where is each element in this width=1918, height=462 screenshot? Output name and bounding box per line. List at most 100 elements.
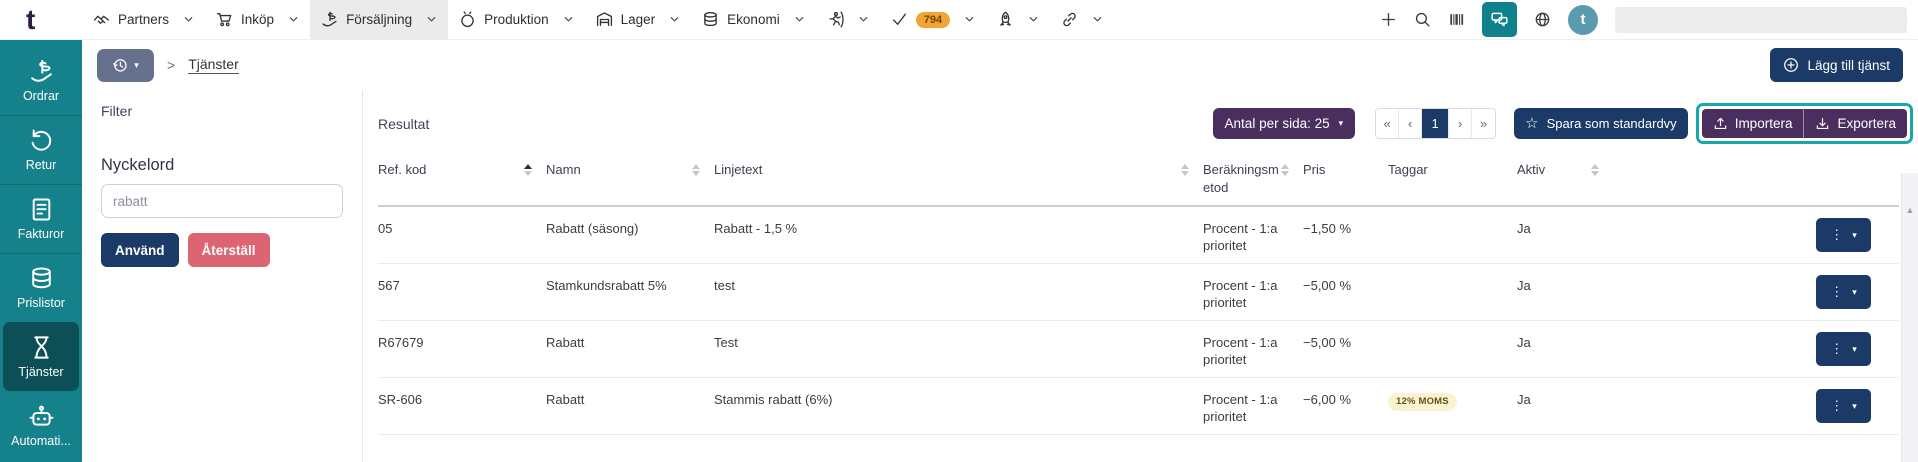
cell-aktiv: Ja	[1517, 221, 1531, 237]
chevron-down-icon[interactable]	[183, 14, 194, 25]
save-default-view-button[interactable]: ☆ Spara som standardvy	[1514, 108, 1688, 139]
sort-toggle-icon[interactable]	[1281, 164, 1289, 176]
globe-icon[interactable]	[1534, 11, 1551, 28]
sort-toggle-icon[interactable]	[524, 164, 532, 176]
results-header: Resultat Antal per sida: 25 ▾ « ‹ 1 › »	[378, 103, 1913, 144]
column-header-3[interactable]: Linjetext	[714, 161, 1203, 196]
cell-linjetext: Test	[714, 335, 738, 351]
sort-toggle-icon[interactable]	[692, 164, 700, 176]
pagination-next[interactable]: ›	[1449, 109, 1473, 138]
cell-taggar: 12% MOMS	[1388, 378, 1517, 434]
export-button[interactable]: Exportera	[1803, 109, 1907, 138]
kebab-menu-icon: ⋮	[1830, 398, 1844, 414]
scroll-up-icon: ▲	[1905, 205, 1915, 215]
nav-badge: 794	[915, 11, 951, 28]
chevron-down-icon[interactable]	[288, 14, 299, 25]
vertical-scrollbar[interactable]: ▲	[1901, 173, 1918, 462]
cell-berakningsmetod: Procent - 1:a prioritet	[1203, 392, 1278, 424]
page-size-dropdown[interactable]: Antal per sida: 25 ▾	[1212, 108, 1356, 139]
cell-namn: Stamkundsrabatt 5%	[546, 278, 667, 294]
barcode-icon[interactable]	[1448, 11, 1465, 28]
nav-item-tasks[interactable]: 794	[880, 0, 986, 39]
chevron-down-icon[interactable]	[858, 14, 869, 25]
main-nav: Partners Inköp Försäljning Produktion Lager E…	[82, 0, 1114, 39]
tag-badge: 12% MOMS	[1388, 393, 1457, 412]
pagination-last[interactable]: »	[1472, 109, 1496, 138]
cell-taggar	[1388, 264, 1517, 320]
cell-ref-kod: R67679	[378, 335, 424, 351]
column-header-4[interactable]: Beräkningsmetod	[1203, 161, 1303, 196]
table-row: SR-606 Rabatt Stammis rabatt (6%) Procent -…	[378, 378, 1899, 436]
column-header-2[interactable]: Namn	[546, 161, 714, 196]
sidebar-item-fakturor[interactable]: Fakturor	[0, 184, 82, 253]
app-logo[interactable]: t	[26, 3, 36, 35]
nav-item-inkop[interactable]: Inköp	[205, 0, 310, 39]
row-menu-button[interactable]: ⋮ ▾	[1816, 218, 1871, 253]
cell-berakningsmetod: Procent - 1:a prioritet	[1203, 278, 1278, 310]
cell-berakningsmetod: Procent - 1:a prioritet	[1203, 221, 1278, 253]
main-content: ▾ > Tjänster Lägg till tjänst Filter Nyc…	[82, 40, 1918, 462]
nav-item-produktion[interactable]: Produktion	[448, 0, 585, 39]
row-menu-button[interactable]: ⋮ ▾	[1816, 275, 1871, 310]
nav-item-lager[interactable]: Lager	[585, 0, 692, 39]
kebab-menu-icon: ⋮	[1830, 341, 1844, 357]
chevron-down-icon[interactable]	[794, 14, 805, 25]
import-button[interactable]: Importera	[1701, 109, 1804, 138]
nav-item-integrations[interactable]	[1050, 0, 1114, 39]
plus-icon[interactable]	[1380, 11, 1397, 28]
sidebar-item-prislistor[interactable]: Prislistor	[0, 253, 82, 322]
pagination-first[interactable]: «	[1376, 109, 1400, 138]
cell-namn: Rabatt	[546, 392, 585, 408]
add-service-button[interactable]: Lägg till tjänst	[1770, 48, 1903, 82]
row-menu-button[interactable]: ⋮ ▾	[1816, 332, 1871, 367]
filter-panel: Filter Nyckelord Använd Återställ	[82, 90, 363, 462]
sidebar-item-ordrar[interactable]: Ordrar	[0, 46, 82, 115]
circle-plus-icon	[1783, 57, 1799, 73]
sidebar-item-automatisering[interactable]: Automati...	[0, 391, 82, 460]
breadcrumb-current[interactable]: Tjänster	[188, 56, 239, 74]
column-header-7[interactable]: Aktiv	[1517, 161, 1613, 196]
sidebar-item-retur[interactable]: Retur	[0, 115, 82, 184]
column-header-1[interactable]: Ref. kod	[378, 161, 546, 196]
table-row: 05 Rabatt (säsong) Rabatt - 1,5 % Procent -…	[378, 207, 1899, 265]
topbar: t Partners Inköp Försäljning Produktion Lage…	[0, 0, 1918, 40]
chevron-down-icon[interactable]	[1092, 14, 1103, 25]
chevron-down-icon: ▾	[1852, 400, 1857, 411]
sidebar-item-tjanster[interactable]: Tjänster	[3, 322, 79, 391]
nav-item-ekonomi[interactable]: Ekonomi	[691, 0, 816, 39]
nav-item-label: Lager	[620, 12, 656, 27]
chevron-down-icon[interactable]	[563, 14, 574, 25]
sidebar-item-label: Retur	[25, 157, 57, 172]
nav-item-runner[interactable]	[816, 0, 880, 39]
pagination-current-page[interactable]: 1	[1422, 109, 1450, 138]
cell-pris: −5,00 %	[1303, 335, 1352, 351]
keyword-input[interactable]	[101, 184, 343, 218]
sidebar-item-label: Tjänster	[18, 364, 64, 379]
history-button[interactable]: ▾	[97, 48, 154, 82]
sidebar-item-label: Prislistor	[17, 295, 65, 310]
chevron-down-icon[interactable]	[426, 14, 437, 25]
sort-toggle-icon[interactable]	[1181, 164, 1189, 176]
cell-linjetext: Rabatt - 1,5 %	[714, 221, 798, 237]
chevron-down-icon[interactable]	[669, 14, 680, 25]
coins-icon	[702, 11, 719, 28]
runner-icon	[827, 11, 844, 28]
apply-button[interactable]: Använd	[101, 233, 179, 267]
row-menu-button[interactable]: ⋮ ▾	[1816, 389, 1871, 424]
nav-item-forsaljning[interactable]: Försäljning	[310, 0, 449, 39]
chevron-down-icon[interactable]	[964, 14, 975, 25]
reset-button[interactable]: Återställ	[187, 233, 270, 267]
sort-toggle-icon[interactable]	[1591, 164, 1599, 176]
cell-actions: ⋮ ▾	[1613, 378, 1899, 434]
chevron-down-icon: ▾	[1852, 229, 1857, 240]
cell-ref-kod: 567	[378, 278, 400, 294]
search-icon[interactable]	[1414, 11, 1431, 28]
avatar[interactable]: t	[1568, 4, 1598, 35]
chevron-down-icon[interactable]	[1028, 14, 1039, 25]
results-controls: Antal per sida: 25 ▾ « ‹ 1 › » ☆ Spa	[1212, 103, 1913, 144]
chat-icon[interactable]	[1482, 2, 1517, 37]
nav-item-rocket[interactable]	[986, 0, 1050, 39]
pagination-prev[interactable]: ‹	[1399, 109, 1423, 138]
nav-item-partners[interactable]: Partners	[82, 0, 205, 39]
hourglass-icon	[29, 335, 54, 360]
